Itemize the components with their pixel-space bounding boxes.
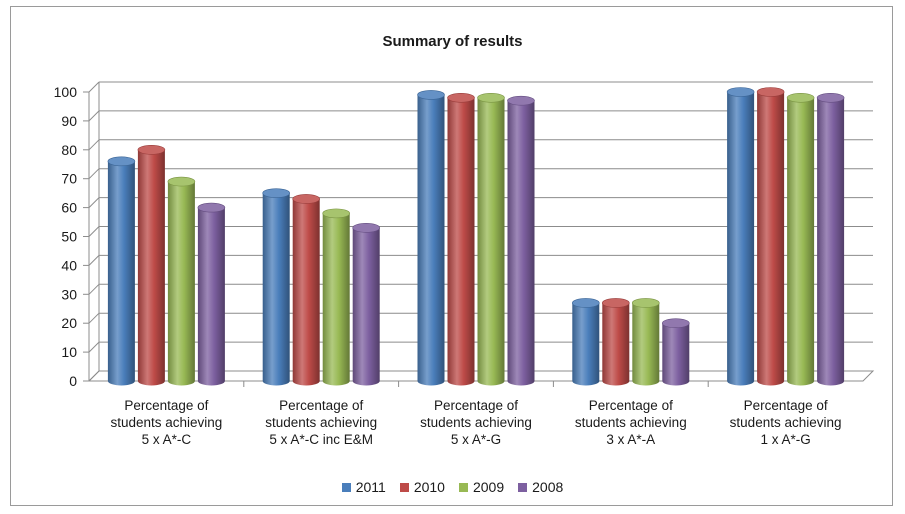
bar-2009-4 <box>786 92 815 386</box>
legend-swatch <box>399 482 409 492</box>
legend-label: 2008 <box>532 479 564 495</box>
bar-2010-2 <box>447 92 475 386</box>
x-tick-label: Percentage of students achieving 5 x A*-… <box>110 398 223 447</box>
bar-2011-4 <box>726 87 755 386</box>
bar-2010-1 <box>292 194 321 386</box>
grid-diag-90 <box>88 110 100 122</box>
y-tick-label: 90 <box>61 113 77 129</box>
y-tick-label: 100 <box>54 84 78 100</box>
bar-2010-0 <box>137 145 166 386</box>
grid-diag-100 <box>88 81 100 93</box>
bar-2010-4 <box>756 87 785 386</box>
legend-swatch <box>341 482 351 492</box>
legend-swatch <box>518 482 528 492</box>
chart-frame: Summary of results 0 10 20 30 40 50 60 70 80 90 10… <box>10 6 893 506</box>
y-tick-label: 60 <box>61 200 77 216</box>
legend-swatch <box>458 482 468 492</box>
chart-title: Summary of results <box>382 33 523 50</box>
grid-diag-50 <box>88 226 100 237</box>
y-tick-label: 10 <box>61 344 77 360</box>
grid-diag-40 <box>88 255 100 266</box>
legend-item: 2009 <box>458 479 505 495</box>
y-tick-label: 0 <box>69 373 77 389</box>
legend: 2011 2010 2009 2008 <box>11 479 894 495</box>
y-tick-label: 80 <box>61 142 77 158</box>
grid-diag-10 <box>88 341 100 353</box>
y-tick-label: 20 <box>61 315 77 331</box>
legend-label: 2009 <box>472 479 505 495</box>
x-tick-label: Percentage of students achieving 5 x A*-… <box>265 398 378 447</box>
x-tick-label: Percentage of students achieving 3 x A*-… <box>574 398 687 447</box>
y-tick-label: 30 <box>61 286 77 302</box>
legend-item: 2011 <box>341 479 386 495</box>
bar-2008-2 <box>507 95 535 386</box>
legend-label: 2010 <box>413 479 445 495</box>
legend-item: 2010 <box>399 479 445 495</box>
grid-diag-60 <box>88 197 100 208</box>
bar-2011-1 <box>262 188 291 386</box>
bar-2008-0 <box>197 202 226 386</box>
bar-2008-1 <box>352 223 381 386</box>
bar-2008-3 <box>661 318 690 386</box>
legend-label: 2011 <box>355 479 386 495</box>
bar-2011-0 <box>107 156 136 386</box>
x-tick-label: Percentage of students achieving 1 x A*-… <box>729 398 842 447</box>
bar-2009-2 <box>477 92 505 386</box>
bar-2009-3 <box>631 298 660 386</box>
y-tick-label: 40 <box>61 257 77 273</box>
bar-2010-3 <box>601 298 630 386</box>
grid-diag-70 <box>88 168 100 180</box>
x-tick-label: Percentage of students achieving 5 x A*-… <box>420 398 532 447</box>
y-tick-label: 70 <box>61 171 77 187</box>
bar-2011-2 <box>417 90 445 386</box>
bar-2009-1 <box>322 208 351 386</box>
grid-diag-80 <box>88 139 100 151</box>
bar-2011-3 <box>571 298 600 386</box>
grid-diag-20 <box>88 312 100 324</box>
bar-2008-4 <box>816 92 845 386</box>
chart-plot: 0 10 20 30 40 50 60 70 80 90 100 <box>54 81 875 389</box>
y-tick-label: 50 <box>61 229 77 245</box>
legend-item: 2008 <box>518 479 563 495</box>
bar-2009-0 <box>167 176 196 386</box>
grid-diag-30 <box>88 283 100 295</box>
